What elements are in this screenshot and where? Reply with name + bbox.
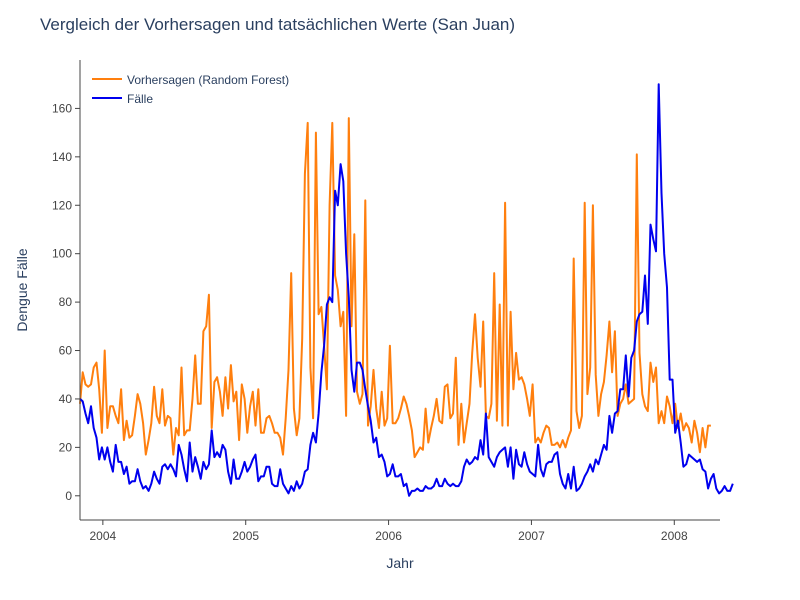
series-line-1 (79, 83, 734, 497)
y-axis-title: Dengue Fälle (14, 248, 30, 331)
series-line-0 (79, 117, 711, 459)
legend: Vorhersagen (Random Forest) Fälle (92, 73, 289, 106)
legend-label-forecast: Vorhersagen (Random Forest) (127, 73, 289, 87)
y-tick-label: 80 (59, 295, 73, 309)
x-tick-label: 2006 (375, 529, 402, 543)
x-axis-title: Jahr (386, 555, 414, 571)
series-layer (79, 83, 734, 497)
y-tick-label: 20 (59, 440, 73, 454)
x-tick-label: 2005 (232, 529, 259, 543)
x-tick-label: 2007 (518, 529, 545, 543)
x-tick-label: 2004 (90, 529, 117, 543)
y-tick-label: 120 (52, 198, 72, 212)
legend-label-cases: Fälle (127, 92, 153, 106)
x-tick-label: 2008 (661, 529, 688, 543)
chart-title: Vergleich der Vorhersagen und tatsächlic… (40, 15, 515, 34)
plot-area: 2004 2005 2006 2007 2008 0 20 40 60 80 100 120 140 1… (52, 60, 734, 543)
y-tick-label: 100 (52, 247, 72, 261)
y-tick-label: 60 (59, 344, 73, 358)
y-tick-label: 160 (52, 101, 72, 115)
x-axis-ticks: 2004 2005 2006 2007 2008 (90, 520, 688, 543)
y-axis-ticks: 0 20 40 60 80 100 120 140 160 (52, 101, 80, 503)
y-tick-label: 140 (52, 150, 72, 164)
y-tick-label: 0 (65, 489, 72, 503)
y-tick-label: 40 (59, 392, 73, 406)
